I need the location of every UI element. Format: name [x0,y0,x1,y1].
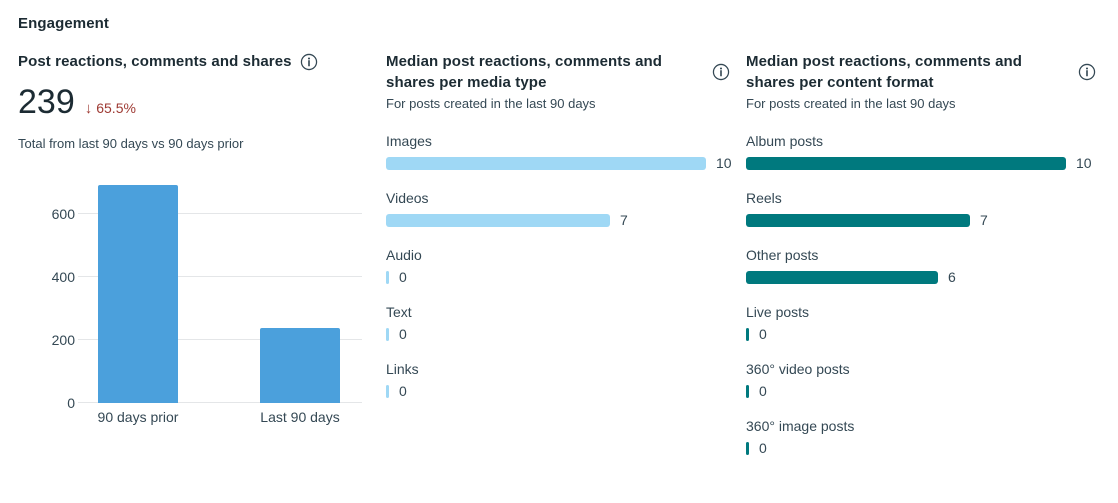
vertical-bar[interactable] [260,327,340,403]
bar-category-label: Audio [386,247,422,263]
bar-category-label: 360° image posts [746,418,855,434]
y-tick-label: 400 [51,269,75,286]
bar-value-label: 0 [399,383,407,399]
bar-row: Images 10 [386,132,732,171]
bar-row: Audio 0 [386,246,730,285]
y-tick-label: 600 [51,206,75,223]
y-axis: 0 200 400 600 [18,170,88,411]
gridline [78,402,362,403]
bar-value-label: 10 [716,155,732,171]
bar-value-label: 0 [759,326,767,342]
info-icon[interactable] [1078,63,1096,81]
bar-row: Links 0 [386,360,730,399]
bar-category-label: Album posts [746,133,824,149]
bar-category-label: Images [386,133,432,149]
bar-category-label: Live posts [746,304,810,320]
panel-media-type-title: Median post reactions, comments and shar… [386,53,663,91]
engagement-insights-page: Engagement Post reactions, comments and … [18,15,1100,474]
bar-track: 10 [746,155,1096,171]
bar-value-label: 6 [948,269,956,285]
bar-track: 0 [746,383,1096,399]
bar-track: 7 [386,212,730,228]
page-title: Engagement [18,15,110,32]
engagement-bar-chart: 0 200 400 600 [18,170,362,411]
panel-content-format-title: Median post reactions, comments and shar… [746,53,1023,91]
trend-indicator: ↓ 65.5% [85,100,136,117]
bar[interactable] [386,327,389,341]
bar-value-label: 0 [399,269,407,285]
gridline [78,276,362,278]
engagement-bar-plot [78,170,362,403]
bar-row: Text 0 [386,303,730,342]
info-icon[interactable] [300,53,318,71]
bar-category-label: Other posts [746,247,819,263]
bar[interactable] [746,270,938,284]
bar-category-label: Links [386,361,419,377]
bar-row: Videos 7 [386,189,730,228]
bar-value-label: 0 [759,383,767,399]
bar[interactable] [746,327,749,341]
panel-media-type: Median post reactions, comments and shar… [386,51,732,474]
bar-category-label: Videos [386,190,429,206]
bar-category-label: Text [386,304,412,320]
bar-value-label: 7 [620,212,628,228]
bar-value-label: 10 [1076,155,1092,171]
bar-track: 0 [386,269,730,285]
bar-category-label: 360° video posts [746,361,850,377]
panel-post-reactions: Post reactions, comments and shares 239 … [18,51,362,474]
bar-row: Album posts 10 [746,132,1096,171]
panel-content-format-subtitle: For posts created in the last 90 days [746,96,956,111]
x-category-label: Last 90 days [260,409,340,425]
x-category-label: 90 days prior [97,409,179,425]
bar-track: 0 [746,440,1096,456]
bar-value-label: 0 [399,326,407,342]
bar[interactable] [386,384,389,398]
bar-track: 0 [386,326,730,342]
panel-content-format: Median post reactions, comments and shar… [746,51,1096,474]
panel-title-row: Post reactions, comments and shares [18,51,362,72]
panel-post-reactions-title: Post reactions, comments and shares [18,53,292,70]
bar-track: 10 [386,155,732,171]
bar[interactable] [386,213,610,227]
panel-title-row: Median post reactions, comments and shar… [746,51,1096,93]
y-tick-label: 0 [67,395,75,411]
bar[interactable] [386,156,706,170]
bar[interactable] [746,384,749,398]
panel-title-row: Median post reactions, comments and shar… [386,51,730,93]
bar-row: Reels 7 [746,189,1096,228]
info-icon[interactable] [712,63,730,81]
bar[interactable] [746,213,970,227]
bar[interactable] [746,441,749,455]
bar-category-label: Reels [746,190,782,206]
bar-row: 360° video posts 0 [746,360,1096,399]
metric-value: 239 [18,83,75,121]
gridline [78,339,362,341]
trend-percent: 65.5% [96,100,136,116]
panels-row: Post reactions, comments and shares 239 … [18,51,1100,474]
metric-row: 239 ↓ 65.5% [18,82,362,122]
bar-track: 6 [746,269,1096,285]
y-tick-label: 200 [51,332,75,349]
bar-row: Other posts 6 [746,246,1096,285]
panel-media-type-subtitle: For posts created in the last 90 days [386,96,596,111]
bar[interactable] [386,270,389,284]
bar[interactable] [746,156,1066,170]
bar-track: 0 [746,326,1096,342]
bar-row: 360° image posts 0 [746,417,1096,456]
bar-value-label: 7 [980,212,988,228]
bar-value-label: 0 [759,440,767,456]
media-type-bars: Images 10 Videos 7 Audio 0 Text 0 Links … [386,132,732,399]
metric-caption: Total from last 90 days vs 90 days prior [18,136,244,151]
gridline [78,213,362,215]
bar-row: Live posts 0 [746,303,1096,342]
vertical-bar[interactable] [98,185,178,403]
bar-track: 7 [746,212,1096,228]
content-format-bars: Album posts 10 Reels 7 Other posts 6 Liv… [746,132,1096,456]
x-axis: 90 days prior Last 90 days [88,403,362,429]
bar-track: 0 [386,383,730,399]
arrow-down-icon: ↓ [84,100,93,117]
